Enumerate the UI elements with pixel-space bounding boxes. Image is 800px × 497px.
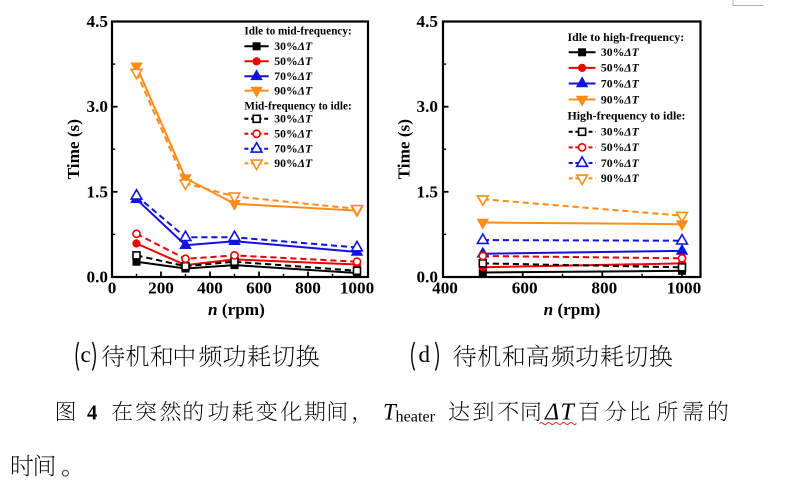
svg-text:400: 400	[197, 279, 223, 298]
svg-text:70%ΔT: 70%ΔT	[601, 77, 640, 90]
svg-text:90%ΔT: 90%ΔT	[274, 157, 313, 170]
svg-text:4.5: 4.5	[417, 12, 438, 31]
svg-text:Mid-frequency to idle:: Mid-frequency to idle:	[244, 100, 351, 112]
svg-text:Idle to mid-frequency:: Idle to mid-frequency:	[244, 25, 351, 37]
svg-text:3.0: 3.0	[417, 97, 438, 116]
svg-text:Time (s): Time (s)	[64, 119, 83, 179]
svg-text:600: 600	[512, 279, 538, 298]
svg-text:400: 400	[432, 279, 458, 298]
svg-text:30%ΔT: 30%ΔT	[601, 46, 640, 59]
svg-text:T: T	[561, 400, 576, 426]
svg-text:70%ΔT: 70%ΔT	[274, 70, 313, 83]
svg-text:70%ΔT: 70%ΔT	[274, 143, 313, 156]
svg-text:High-frequency to idle:: High-frequency to idle:	[568, 108, 686, 122]
svg-text:200: 200	[148, 279, 174, 298]
svg-text:600: 600	[246, 279, 272, 298]
svg-text:n (rpm): n (rpm)	[544, 300, 601, 319]
svg-text:800: 800	[591, 279, 617, 298]
svg-text:50%ΔT: 50%ΔT	[601, 141, 640, 154]
svg-text:90%ΔT: 90%ΔT	[601, 172, 640, 185]
svg-text:70%ΔT: 70%ΔT	[601, 157, 640, 170]
svg-text:n (rpm): n (rpm)	[208, 300, 265, 319]
svg-text:30%ΔT: 30%ΔT	[274, 40, 313, 53]
svg-text:1.5: 1.5	[417, 182, 438, 201]
svg-text:heater: heater	[396, 408, 436, 426]
svg-text:800: 800	[295, 279, 321, 298]
svg-text:1.5: 1.5	[87, 182, 108, 201]
svg-text:0: 0	[108, 279, 117, 298]
svg-text:4.5: 4.5	[87, 12, 108, 31]
svg-text:90%ΔT: 90%ΔT	[274, 84, 313, 97]
svg-text:Δ: Δ	[544, 400, 559, 426]
svg-text:30%ΔT: 30%ΔT	[601, 126, 640, 139]
svg-text:50%ΔT: 50%ΔT	[274, 55, 313, 68]
svg-text:c: c	[81, 342, 91, 367]
svg-text:1000: 1000	[667, 279, 701, 298]
svg-text:Time (s): Time (s)	[395, 119, 414, 179]
svg-text:d: d	[419, 342, 431, 367]
svg-text:0.0: 0.0	[87, 268, 108, 287]
svg-text:1000: 1000	[340, 279, 374, 298]
svg-text:0.0: 0.0	[417, 268, 438, 287]
svg-text:30%ΔT: 30%ΔT	[274, 113, 313, 126]
svg-text:Idle to high-frequency:: Idle to high-frequency:	[568, 30, 685, 44]
svg-text:3.0: 3.0	[87, 97, 108, 116]
svg-text:T: T	[383, 400, 398, 425]
svg-text:4: 4	[87, 403, 97, 425]
svg-text:90%ΔT: 90%ΔT	[601, 93, 640, 106]
svg-text:50%ΔT: 50%ΔT	[601, 62, 640, 75]
svg-text:50%ΔT: 50%ΔT	[274, 128, 313, 141]
